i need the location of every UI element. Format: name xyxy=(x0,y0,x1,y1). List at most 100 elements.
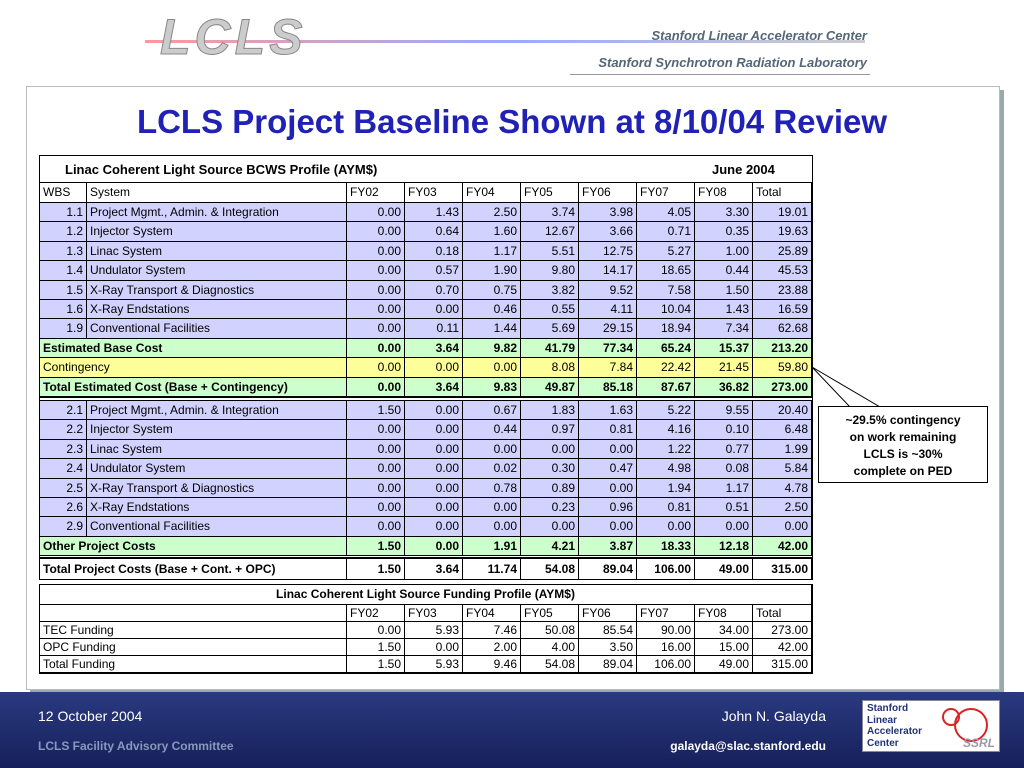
value-cell: 2.00 xyxy=(463,639,521,656)
wbs-cell: 1.6 xyxy=(40,300,87,320)
value-cell: 0.00 xyxy=(347,222,405,242)
value-cell: 59.80 xyxy=(753,358,812,378)
value-cell: 0.78 xyxy=(463,478,521,498)
value-cell: 213.20 xyxy=(753,338,812,359)
header-cell: FY05 xyxy=(521,605,579,622)
value-cell: 9.82 xyxy=(463,338,521,359)
value-cell: 3.87 xyxy=(579,536,637,557)
value-cell: 16.59 xyxy=(753,300,812,320)
value-cell: 1.50 xyxy=(347,639,405,656)
value-cell: 54.08 xyxy=(521,559,579,580)
section-gap xyxy=(40,397,812,401)
logo-stripe xyxy=(145,40,865,43)
label-cell: Contingency xyxy=(40,358,347,378)
value-cell: 0.00 xyxy=(347,338,405,359)
system-cell: Conventional Facilities xyxy=(87,319,347,339)
value-cell: 23.88 xyxy=(753,280,812,300)
value-cell: 49.87 xyxy=(521,377,579,397)
value-cell: 3.82 xyxy=(521,280,579,300)
value-cell: 9.83 xyxy=(463,377,521,397)
value-cell: 0.00 xyxy=(405,358,463,378)
value-cell: 12.75 xyxy=(579,241,637,262)
value-cell: 7.58 xyxy=(637,280,695,300)
value-cell: 18.94 xyxy=(637,319,695,339)
value-cell: 4.98 xyxy=(637,459,695,479)
value-cell: 0.00 xyxy=(347,439,405,460)
value-cell: 65.24 xyxy=(637,338,695,359)
value-cell: 87.67 xyxy=(637,377,695,397)
logo-text: Stanford Linear Accelerator Center xyxy=(867,703,922,749)
logo-icon xyxy=(942,708,988,742)
value-cell: 29.15 xyxy=(579,319,637,339)
header-cell: FY02 xyxy=(347,183,405,203)
value-cell: 0.00 xyxy=(347,319,405,339)
logo-line: Accelerator xyxy=(867,726,923,737)
value-cell: 1.63 xyxy=(579,401,637,421)
value-cell: 1.50 xyxy=(347,559,405,580)
value-cell: 11.74 xyxy=(463,559,521,580)
value-cell: 3.98 xyxy=(579,203,637,223)
value-cell: 0.00 xyxy=(405,478,463,498)
value-cell: 0.89 xyxy=(521,478,579,498)
value-cell: 0.55 xyxy=(521,300,579,320)
value-cell: 2.50 xyxy=(463,203,521,223)
value-cell: 0.00 xyxy=(463,439,521,460)
value-cell: 0.81 xyxy=(579,420,637,440)
top-bar: LCLS Stanford Linear Accelerator Center … xyxy=(0,0,1024,85)
value-cell: 0.35 xyxy=(695,222,753,242)
title: LCLS Project Baseline Shown at 8/10/04 R… xyxy=(136,103,888,140)
value-cell: 0.00 xyxy=(347,203,405,223)
system-cell: Linac System xyxy=(87,439,347,460)
value-cell: 20.40 xyxy=(753,401,812,421)
value-cell: 0.00 xyxy=(405,498,463,518)
value-cell: 0.81 xyxy=(637,498,695,518)
value-cell: 0.51 xyxy=(695,498,753,518)
wbs-cell: 1.5 xyxy=(40,280,87,300)
value-cell: 1.17 xyxy=(695,478,753,498)
system-cell: Injector System xyxy=(87,222,347,242)
value-cell: 12.67 xyxy=(521,222,579,242)
wbs-cell: 2.5 xyxy=(40,478,87,498)
value-cell: 1.50 xyxy=(347,401,405,421)
value-cell: 3.74 xyxy=(521,203,579,223)
value-cell: 0.00 xyxy=(579,478,637,498)
value-cell: 5.22 xyxy=(637,401,695,421)
section-gap xyxy=(40,556,812,560)
value-cell: 0.70 xyxy=(405,280,463,300)
wbs-cell: 2.6 xyxy=(40,498,87,518)
value-cell: 1.91 xyxy=(463,536,521,557)
value-cell: 1.50 xyxy=(347,536,405,557)
value-cell: 0.00 xyxy=(347,459,405,479)
wbs-cell: 1.2 xyxy=(40,222,87,242)
value-cell: 1.60 xyxy=(463,222,521,242)
value-cell: 0.00 xyxy=(347,420,405,440)
value-cell: 0.57 xyxy=(405,261,463,281)
label-cell: OPC Funding xyxy=(40,639,347,656)
header-cell: FY04 xyxy=(463,183,521,203)
logo-line: Stanford xyxy=(867,703,909,714)
header-cell: FY03 xyxy=(405,605,463,622)
value-cell: 4.11 xyxy=(579,300,637,320)
logo-ring xyxy=(942,708,960,726)
value-cell: 315.00 xyxy=(753,559,812,580)
value-cell: 0.00 xyxy=(405,459,463,479)
value-cell: 50.08 xyxy=(521,622,579,639)
system-cell: Injector System xyxy=(87,420,347,440)
header-blank xyxy=(40,605,347,622)
logo-line: Center xyxy=(867,737,899,749)
value-cell: 0.77 xyxy=(695,439,753,460)
value-cell: 0.18 xyxy=(405,241,463,262)
value-cell: 5.69 xyxy=(521,319,579,339)
slac-logo: Stanford Linear Accelerator Center SSRL xyxy=(862,700,1000,752)
value-cell: 5.51 xyxy=(521,241,579,262)
value-cell: 89.04 xyxy=(579,559,637,580)
system-cell: Project Mgmt., Admin. & Integration xyxy=(87,401,347,421)
label-cell: Other Project Costs xyxy=(40,536,347,557)
callout-arrow xyxy=(811,366,882,408)
value-cell: 0.00 xyxy=(405,439,463,460)
value-cell: 4.78 xyxy=(753,478,812,498)
value-cell: 0.44 xyxy=(695,261,753,281)
system-cell: X-Ray Transport & Diagnostics xyxy=(87,280,347,300)
